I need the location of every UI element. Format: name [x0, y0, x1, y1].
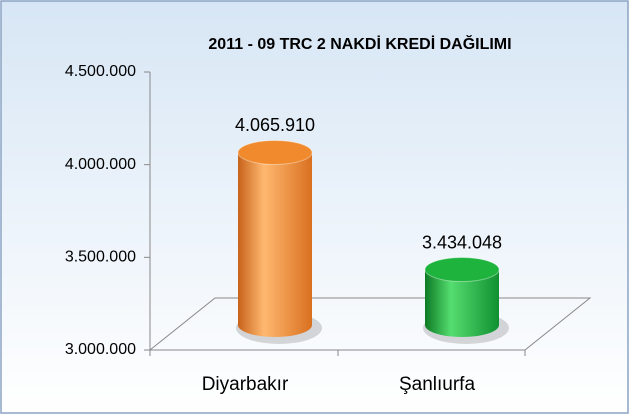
x-tick-label: Diyarbakır — [202, 374, 289, 395]
x-tick-label: Şanlıurfa — [399, 374, 475, 395]
bar — [238, 152, 312, 325]
value-label: 4.065.910 — [235, 115, 315, 135]
bar-top — [424, 257, 500, 283]
y-tick-label: 4.500.000 — [65, 63, 136, 80]
bar-top — [237, 139, 313, 165]
y-tick-label: 4.000.000 — [65, 156, 136, 173]
y-tick-label: 3.500.000 — [65, 249, 136, 266]
value-label: 3.434.048 — [422, 232, 502, 252]
chart-title: 2011 - 09 TRC 2 NAKDİ KREDİ DAĞILIMI — [208, 34, 511, 53]
y-tick-label: 3.000.000 — [65, 341, 136, 358]
